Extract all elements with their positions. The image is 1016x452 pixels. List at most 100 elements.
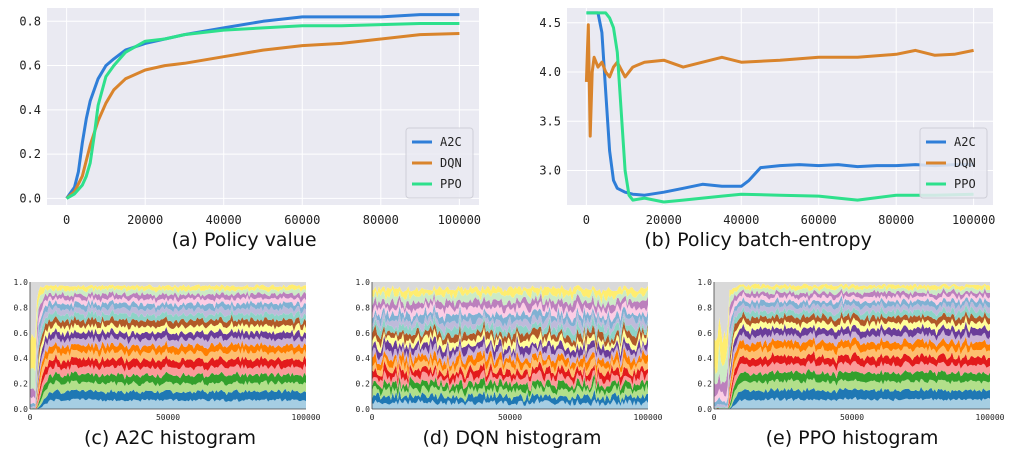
histogram-band: [30, 380, 306, 409]
x-tick-label: 80000: [878, 213, 914, 227]
histogram-band: [30, 340, 306, 409]
legend: A2C DQN PPO: [919, 127, 988, 199]
y-tick-label: 0.2: [19, 147, 41, 161]
y-tick-label: 3.5: [539, 114, 561, 128]
histogram-band: [372, 319, 648, 351]
legend-label: PPO: [440, 177, 462, 191]
x-tick-label: 60000: [284, 213, 320, 227]
histogram-band: [372, 389, 648, 407]
histogram-band: [714, 321, 990, 409]
histogram-band: [714, 350, 990, 409]
x-tick-label: 20000: [646, 213, 682, 227]
y-tick-label: 0.6: [356, 329, 371, 338]
legend-label: A2C: [440, 135, 462, 149]
x-tick-label: 20000: [127, 213, 163, 227]
histogram-band: [372, 282, 648, 294]
chart-2: 0 50000 100000 0.0 0.2 0.4 0.6 0.8 1.0 (c) A2C hi…: [14, 278, 321, 449]
series-line-a2c: [586, 11, 974, 197]
x-tick-label: 100000: [952, 213, 995, 227]
x-tick-label: 100000: [438, 213, 481, 227]
histogram-band: [372, 398, 648, 409]
x-tick-label: 100000: [976, 413, 1005, 422]
histogram-band: [372, 368, 648, 392]
y-tick-label: 0.8: [19, 14, 41, 28]
y-tick-label: 0.0: [14, 405, 29, 414]
legend-label: A2C: [954, 135, 976, 149]
y-tick-label: 0.6: [698, 329, 713, 338]
histogram-band: [372, 326, 648, 357]
histogram-band: [30, 326, 306, 409]
x-tick-label: 0: [583, 213, 590, 227]
y-tick-label: 1.0: [14, 278, 29, 287]
histogram-band: [714, 360, 990, 409]
y-tick-label: 0.0: [356, 405, 371, 414]
histogram-band: [372, 284, 648, 304]
histogram-band: [714, 310, 990, 409]
y-tick-label: 0.4: [14, 354, 29, 363]
chart-0: 0 20000 40000 60000 80000 100000 0.0 0.2 0.4 0.6 0…: [19, 8, 481, 251]
chart-caption: (a) Policy value: [171, 229, 316, 251]
y-tick-label: 0.8: [14, 303, 29, 312]
x-tick-label: 40000: [206, 213, 242, 227]
histogram-band: [372, 378, 648, 403]
histogram-band: [372, 360, 648, 387]
series-line-ppo: [586, 11, 974, 204]
histogram-band: [372, 297, 648, 324]
histogram-band: [30, 314, 306, 409]
legend-box: [405, 127, 474, 199]
y-tick-label: 0.0: [698, 405, 713, 414]
y-tick-label: 0.6: [14, 329, 29, 338]
histogram-band: [714, 343, 990, 409]
chart-caption: (b) Policy batch-entropy: [644, 229, 872, 251]
histogram-band: [714, 377, 990, 409]
legend-label: DQN: [440, 156, 462, 170]
histogram-band: [372, 354, 648, 382]
histogram-band: [30, 333, 306, 409]
histogram-band: [372, 373, 648, 398]
x-tick-label: 50000: [498, 413, 522, 422]
histogram-band: [714, 329, 990, 409]
histogram-band: [372, 333, 648, 363]
y-tick-label: 0.2: [14, 380, 29, 389]
legend-label: DQN: [954, 156, 976, 170]
y-tick-label: 0.2: [698, 380, 713, 389]
y-tick-label: 4.5: [539, 16, 561, 30]
histogram-band: [30, 371, 306, 409]
histogram-band: [372, 303, 648, 330]
histogram-band: [714, 304, 990, 409]
histogram-band: [372, 346, 648, 377]
chart-caption: (e) PPO histogram: [766, 427, 939, 449]
x-tick-label: 60000: [801, 213, 837, 227]
y-tick-label: 0.4: [356, 354, 371, 363]
chart-caption: (d) DQN histogram: [422, 427, 601, 449]
histogram-band: [714, 336, 990, 409]
histogram-band: [30, 354, 306, 409]
y-tick-label: 0.4: [19, 103, 41, 117]
chart-4: 0 50000 100000 0.0 0.2 0.4 0.6 0.8 1.0 (e) PPO hi…: [698, 278, 1005, 449]
histogram-band: [372, 292, 648, 316]
histogram-band: [30, 362, 306, 409]
y-tick-label: 1.0: [356, 278, 371, 287]
x-tick-label: 100000: [292, 413, 321, 422]
histogram-band: [372, 308, 648, 337]
histogram-band: [714, 368, 990, 409]
legend-box: [919, 127, 988, 199]
series-line-dqn: [65, 32, 460, 200]
histogram-band: [30, 308, 306, 409]
chart-caption: (c) A2C histogram: [84, 427, 256, 449]
y-tick-label: 0.8: [356, 303, 371, 312]
series-line-ppo: [65, 22, 460, 200]
histogram-band: [372, 288, 648, 311]
x-tick-label: 0: [28, 413, 33, 422]
y-tick-label: 0.0: [19, 191, 41, 205]
x-tick-label: 40000: [723, 213, 759, 227]
series-line-dqn: [584, 23, 974, 138]
histogram-band: [30, 299, 306, 408]
y-tick-label: 3.0: [539, 164, 561, 178]
x-tick-label: 0: [63, 213, 70, 227]
x-tick-label: 0: [370, 413, 375, 422]
y-tick-label: 4.0: [539, 65, 561, 79]
chart-1: 0 20000 40000 60000 80000 100000 3.0 3.5 4.0 4.5 A…: [539, 8, 995, 251]
histogram-band: [30, 347, 306, 409]
